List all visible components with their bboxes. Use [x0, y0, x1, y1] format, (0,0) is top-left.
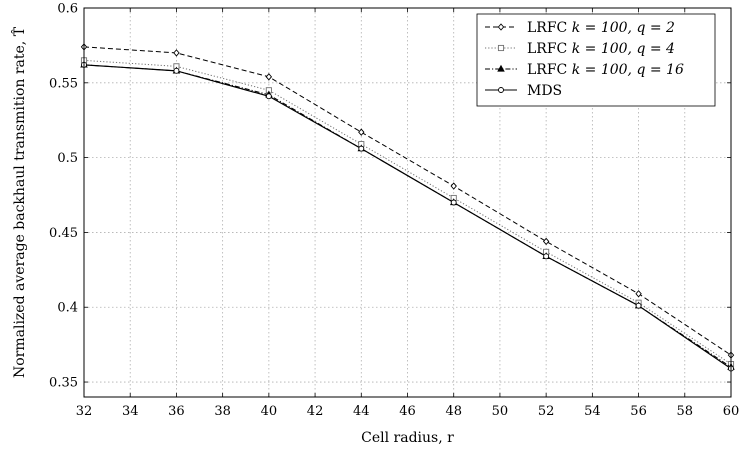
data-point [173, 49, 180, 57]
x-tick-label: 60 [723, 404, 739, 419]
y-axis-label: Normalized average backhaul transmition … [10, 26, 28, 378]
x-tick-label: 44 [353, 404, 370, 419]
legend-label-math: k = 100, q = 2 [572, 20, 675, 36]
x-tick-label: 46 [399, 404, 416, 419]
data-point [358, 145, 365, 152]
legend-entry: LRFC k = 100, q = 4 [485, 41, 675, 57]
data-point [635, 290, 642, 298]
y-tick-label: 0.4 [57, 301, 78, 316]
x-axis-label: Cell radius, r [361, 430, 454, 446]
x-tick-label: 56 [630, 404, 647, 419]
legend-label: LRFC k = 100, q = 2 [527, 20, 675, 36]
legend-label-prefix: LRFC [527, 41, 572, 57]
data-point [450, 182, 457, 190]
x-tick-label: 38 [214, 404, 231, 419]
series-3 [80, 60, 735, 370]
series-layer [80, 43, 735, 372]
series-line [83, 46, 732, 356]
legend-swatch-marker [497, 23, 505, 31]
legend-box [476, 13, 716, 107]
legend-label-prefix: LRFC [527, 20, 572, 36]
series-line [83, 64, 732, 370]
y-tick-label: 0.5 [57, 151, 78, 166]
x-tick-label: 48 [445, 404, 462, 419]
legend-swatch-marker [498, 87, 504, 93]
x-tick-label: 50 [492, 404, 509, 419]
axis-ticks: 32 34 36 38 40 42 44 46 48 50 52 54 56 58 60 0.35 0.4 0.4… [49, 2, 739, 420]
data-point [635, 302, 642, 309]
data-point [543, 253, 550, 260]
series-4 [81, 61, 734, 372]
y-tick-label: 0.35 [49, 376, 78, 391]
legend-label-math: k = 100, q = 4 [572, 41, 675, 57]
data-point [542, 237, 550, 246]
legend-label: MDS [527, 83, 562, 99]
legend-entry: LRFC k = 100, q = 16 [485, 62, 684, 78]
x-tick-label: 32 [76, 404, 93, 419]
y-tick-label: 0.6 [57, 2, 78, 17]
x-tick-label: 54 [584, 404, 601, 419]
data-point [450, 199, 457, 206]
data-point [173, 67, 180, 74]
legend-entry: LRFC k = 100, q = 2 [485, 20, 675, 36]
x-tick-label: 42 [307, 404, 324, 419]
y-tick-label: 0.55 [49, 76, 78, 91]
legend-swatch-marker [497, 64, 505, 72]
legend-swatch-marker [497, 44, 505, 52]
legend-label-math: k = 100, q = 16 [572, 62, 684, 78]
legend-entry: MDS [485, 83, 562, 99]
x-tick-label: 34 [122, 404, 139, 419]
legend-label-prefix: MDS [527, 83, 562, 99]
data-point [265, 73, 273, 81]
x-tick-label: 36 [168, 404, 185, 419]
series-line [83, 64, 732, 368]
data-point [358, 128, 365, 136]
x-tick-label: 58 [677, 404, 694, 419]
x-tick-label: 40 [261, 404, 278, 419]
legend-label: LRFC k = 100, q = 4 [527, 41, 675, 57]
data-point [265, 93, 272, 100]
y-tick-label: 0.45 [49, 226, 78, 241]
legend-label: LRFC k = 100, q = 16 [527, 62, 684, 78]
legend-label-prefix: LRFC [527, 62, 572, 78]
x-tick-label: 52 [538, 404, 555, 419]
